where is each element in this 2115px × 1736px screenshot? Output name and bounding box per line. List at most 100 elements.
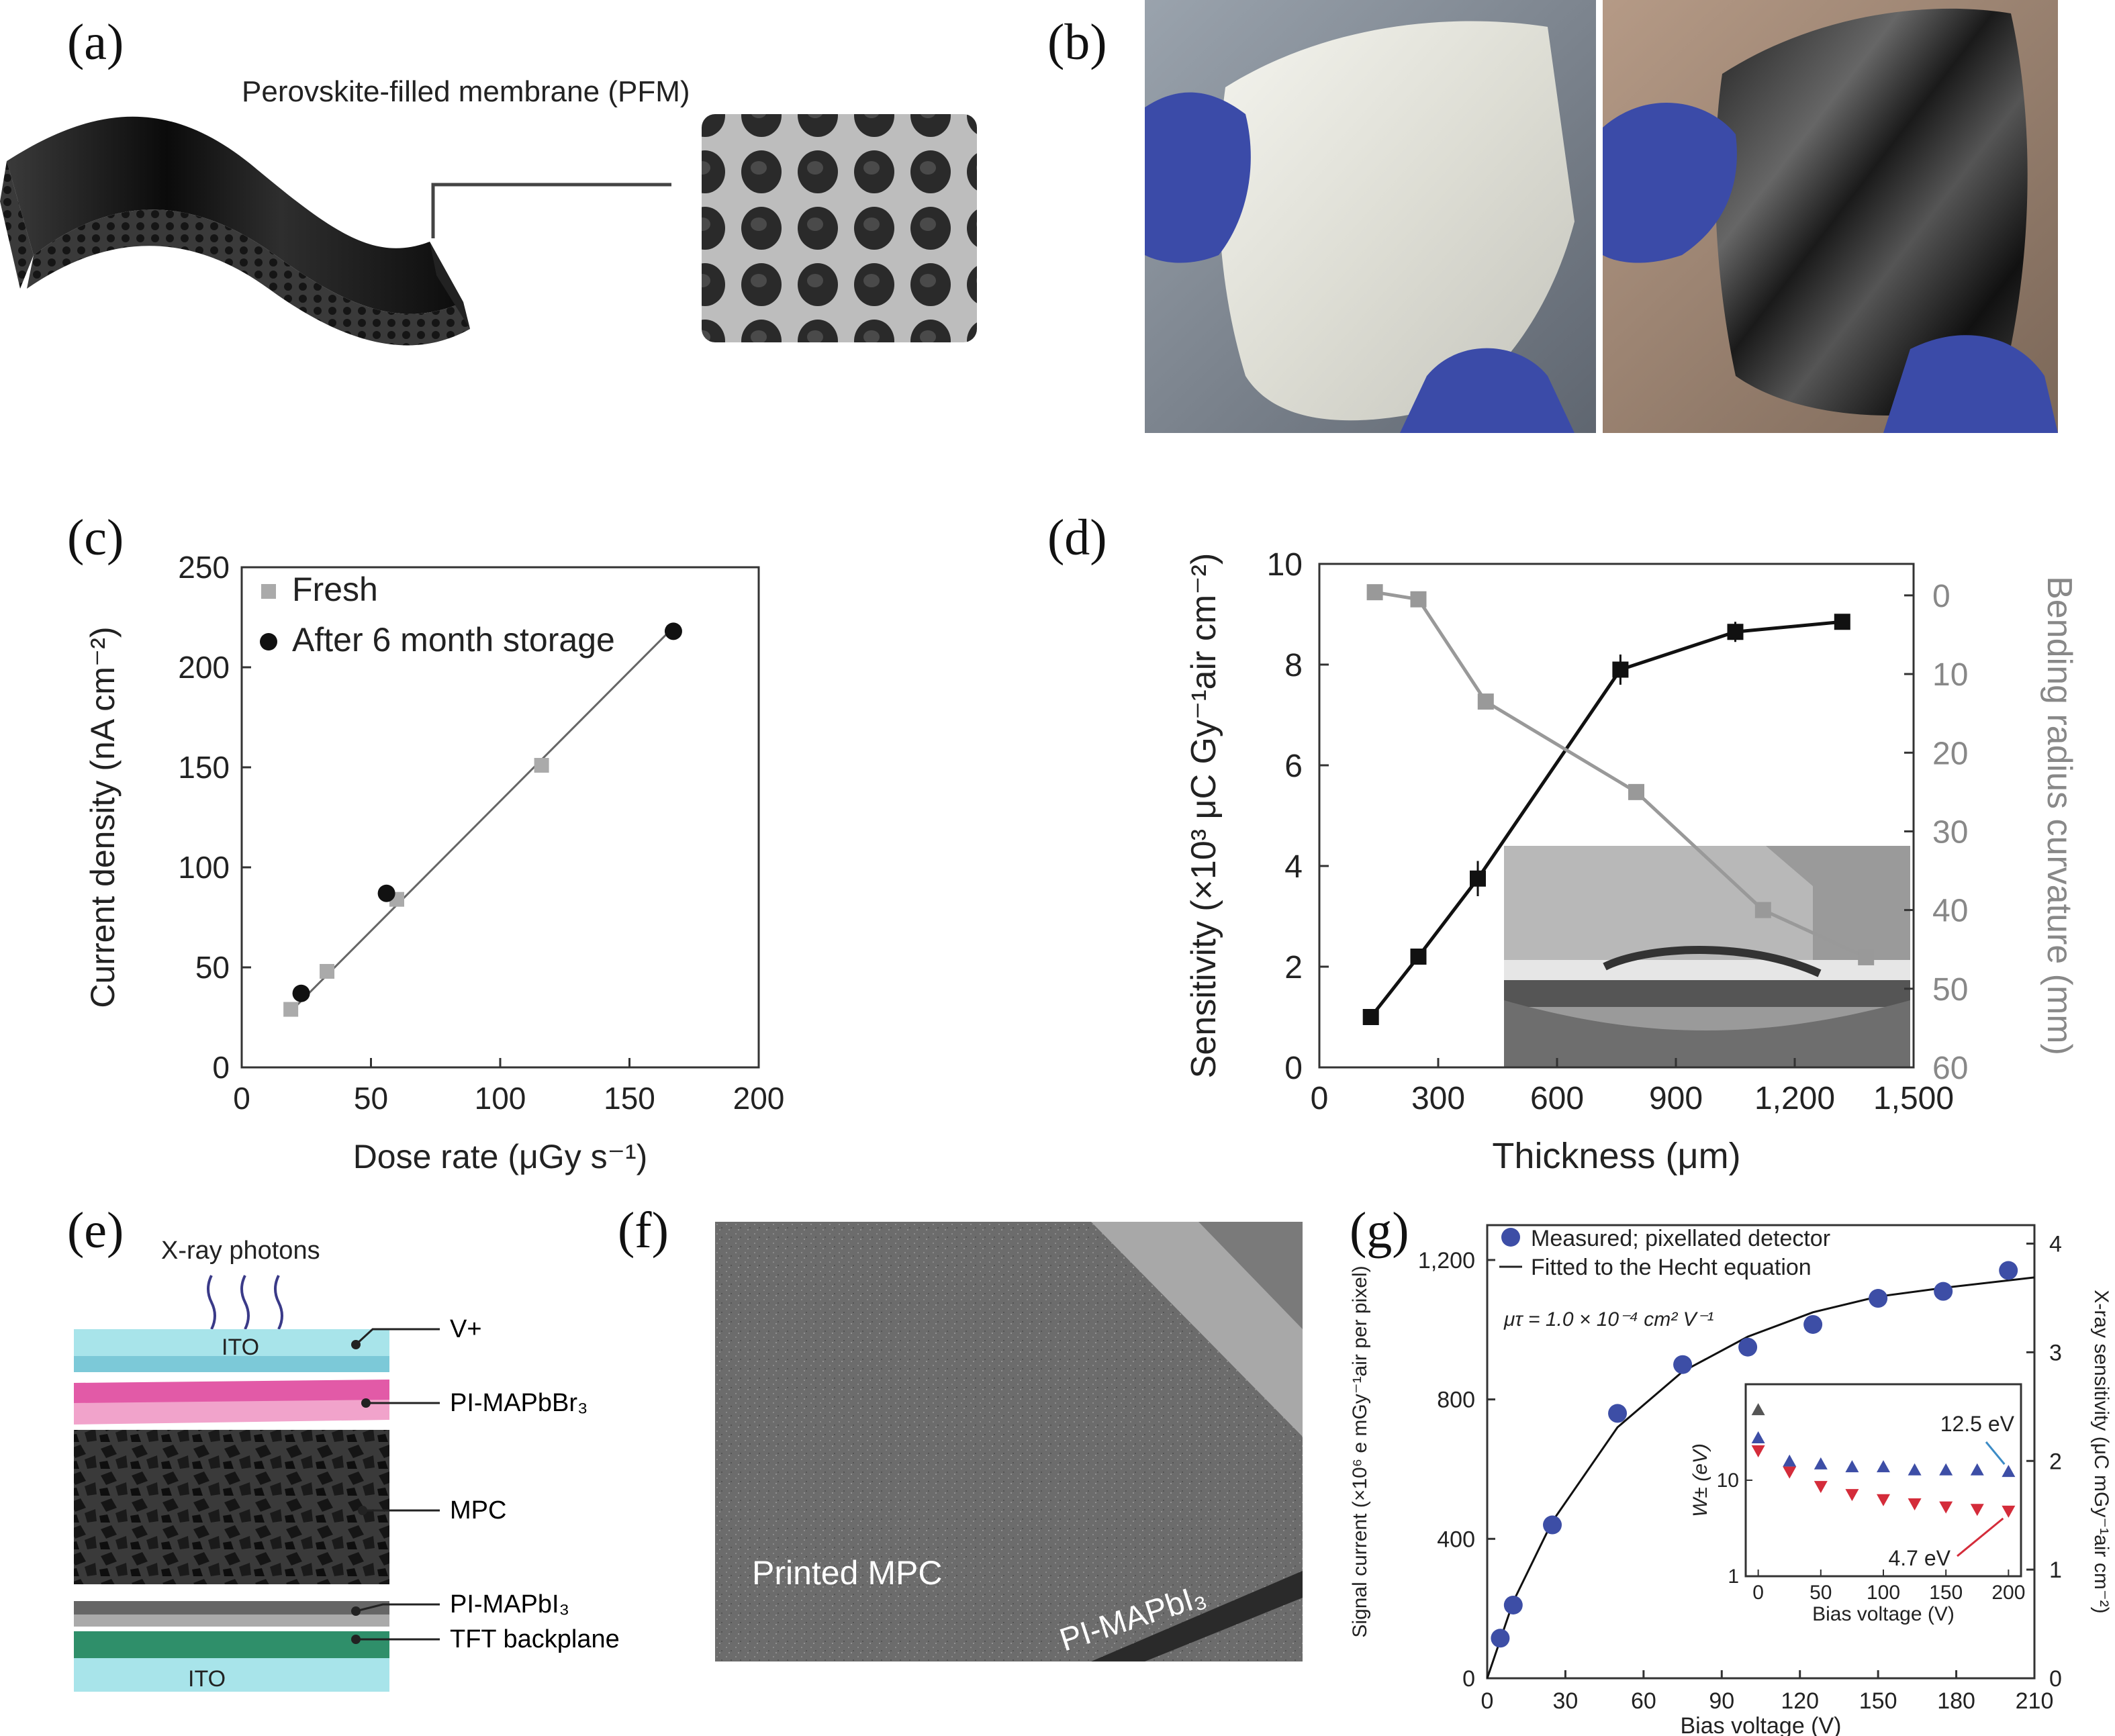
chart-g-inset-xtick-label: 0 — [1752, 1582, 1764, 1604]
chart-c-xtick-label: 100 — [475, 1081, 526, 1116]
chart-d-y2tick-label: 60 — [1932, 1051, 1968, 1086]
chart-g-y2tick-label: 3 — [2049, 1340, 2062, 1365]
chart-d-point-sensitivity — [1410, 949, 1427, 965]
ito-bottom-label: ITO — [188, 1666, 226, 1692]
ito-bottom-layer — [74, 1658, 389, 1692]
chart-d-xtick-label: 300 — [1411, 1081, 1465, 1116]
chart-g-inset-point — [2002, 1465, 2016, 1478]
chart-c-legend-label: Fresh — [292, 571, 378, 608]
chart-c-legend-marker — [261, 584, 276, 599]
chart-g-inset-point — [1939, 1501, 1953, 1514]
chart-g-inset-point — [1845, 1460, 1859, 1473]
chart-g-xtick-label: 30 — [1553, 1688, 1579, 1714]
chart-d-ytick-label: 6 — [1284, 749, 1303, 784]
chart-g-inset-arrow-low — [1957, 1517, 2004, 1557]
chart-g-point — [1869, 1289, 1888, 1308]
xray-photons-label: X-ray photons — [161, 1237, 320, 1265]
chart-d-point-bending — [1858, 949, 1875, 965]
chart-g-ytick-label: 0 — [1462, 1666, 1475, 1692]
chart-g-point — [1738, 1337, 1758, 1357]
chart-d-y2tick-label: 10 — [1932, 657, 1968, 693]
chart-g-legend-label: Fitted to the Hecht equation — [1531, 1255, 1812, 1280]
chart-c-ytick-label: 250 — [178, 550, 230, 585]
chart-g-inset-ylabel: W± (eV) — [1689, 1443, 1711, 1517]
chart-c-xtick-label: 150 — [604, 1081, 655, 1116]
chart-c-xtick-label: 50 — [354, 1081, 388, 1116]
chart-g-inset-frame — [1744, 1383, 2022, 1578]
chart-g-inset-point — [1814, 1481, 1828, 1494]
chart-c-ytick-label: 0 — [212, 1050, 230, 1085]
xray-arrows — [207, 1275, 283, 1330]
chart-c-xlabel: Dose rate (μGy s⁻¹) — [353, 1138, 648, 1175]
chart-g-point — [1673, 1355, 1693, 1374]
panel-label-g: (g) — [1350, 1202, 1409, 1259]
chart-d-y2tick-label: 50 — [1932, 972, 1968, 1008]
chart-c-ytick-label: 150 — [178, 750, 230, 785]
callout-line — [431, 183, 671, 238]
device-stack: X-ray photons ITO ITO V+ PI-MAPbBr₃ MPC … — [74, 1237, 620, 1692]
chart-g-inset-point — [2002, 1505, 2016, 1518]
chart-d-point-sensitivity — [1362, 1009, 1379, 1025]
chart-d-xlabel: Thickness (μm) — [1492, 1136, 1740, 1176]
chart-d-point-bending — [1628, 783, 1644, 800]
membrane-photos — [1145, 0, 2058, 433]
mpc-region — [715, 1222, 1303, 1661]
chart-g-xtick-label: 150 — [1859, 1688, 1897, 1714]
printed-mpc-photo: Printed MPC PI-MAPbI₃ — [715, 1222, 1303, 1661]
pfm-title: Perovskite-filled membrane (PFM) — [242, 75, 690, 108]
chart-d-inset-photo — [1504, 846, 1910, 1067]
chart-d-y2tick-label: 20 — [1932, 736, 1968, 771]
chart-c-xtick-label: 200 — [733, 1081, 785, 1116]
chart-d-y2label: Bending radius curvature (mm) — [2040, 576, 2079, 1055]
panel-label-a: (a) — [67, 14, 124, 70]
chart-d-ytick-label: 2 — [1284, 950, 1303, 985]
panel-label-f: (f) — [618, 1202, 669, 1259]
chart-g-ytick-label: 400 — [1437, 1527, 1475, 1552]
chart-g-inset-arrow-high — [1985, 1441, 2006, 1465]
chart-c-ytick-label: 50 — [195, 950, 230, 985]
chart-g-frame — [1486, 1224, 2036, 1680]
chart-d-y2tick-label: 0 — [1932, 579, 1950, 614]
photo-black-membrane — [1603, 0, 2058, 433]
honeycomb-sem — [702, 114, 977, 342]
chart-g-y2tick-label: 2 — [2049, 1449, 2062, 1474]
chart-d-xtick-label: 900 — [1649, 1081, 1703, 1116]
chart-c-ylabel: Current density (nA cm⁻²) — [84, 626, 122, 1008]
chart-g-inset-xtick-label: 200 — [1991, 1582, 2025, 1604]
chart-d-xtick-label: 600 — [1530, 1081, 1584, 1116]
chart-d-point-sensitivity — [1834, 614, 1850, 630]
chart-c-ytick-label: 200 — [178, 650, 230, 685]
chart-c-point-stored — [292, 984, 310, 1002]
chart-c: 0 50 100 150 200 0 50 100 150 200 250 Dose rate (μG… — [84, 550, 785, 1175]
chart-g-fit-curve — [1486, 1276, 2035, 1679]
chart-g-point — [1491, 1629, 1510, 1648]
chart-d-point-sensitivity — [1470, 870, 1486, 887]
chart-g-inset-point — [1877, 1494, 1890, 1506]
chart-g-y2tick-label: 1 — [2049, 1557, 2062, 1583]
chart-g-inset-point — [1970, 1463, 1984, 1476]
chart-g-inset-point — [1814, 1457, 1828, 1469]
chart-g: 0 30 60 90 120 150 180 21004008001,20001234Bias… — [1349, 1224, 2112, 1736]
pi-mapbi-strip — [1091, 1571, 1303, 1661]
panel-label-c: (c) — [67, 510, 124, 566]
chart-g-inset-xtick-label: 100 — [1867, 1582, 1900, 1604]
chart-g-legend-label: Measured; pixellated detector — [1531, 1226, 1830, 1251]
chart-d-ylabel: Sensitivity (×10³ μC Gy⁻¹air cm⁻²) — [1184, 553, 1223, 1079]
chart-g-xlabel: Bias voltage (V) — [1681, 1713, 1842, 1736]
chart-g-inset-point — [1751, 1403, 1765, 1416]
chart-g-inset-point — [1845, 1489, 1859, 1502]
chart-g-xtick-label: 0 — [1481, 1688, 1494, 1714]
substrate-region — [1091, 1222, 1303, 1437]
chart-g-xtick-label: 90 — [1709, 1688, 1734, 1714]
chart-g-inset-xtick-label: 150 — [1929, 1582, 1963, 1604]
chart-g-y2tick-label: 4 — [2049, 1232, 2062, 1257]
membrane-edge-left — [0, 161, 34, 289]
chart-g-annotation: μτ = 1.0 × 10⁻⁴ cm² V⁻¹ — [1503, 1308, 1713, 1331]
panel-label-d: (d) — [1047, 510, 1107, 566]
membrane-top — [7, 116, 463, 314]
chart-g-inset-ytick-label: 1 — [1728, 1565, 1739, 1588]
mpc-layer — [74, 1430, 389, 1584]
chart-c-point-stored — [377, 884, 395, 902]
layer-label-pi-mapbbr: PI-MAPbBr₃ — [450, 1389, 588, 1417]
chart-g-point — [1999, 1261, 2018, 1280]
